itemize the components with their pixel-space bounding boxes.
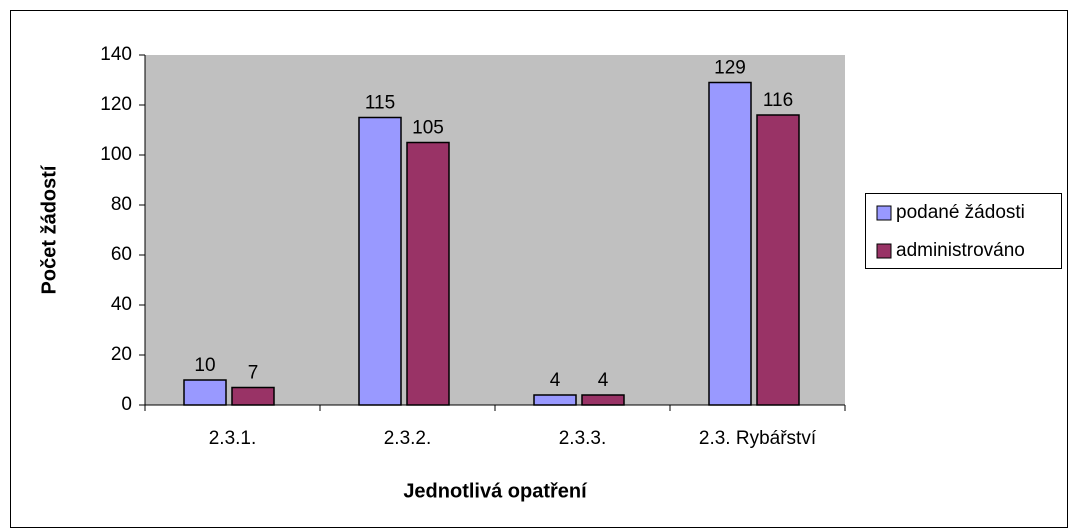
bar: [533, 394, 577, 406]
data-label: 4: [598, 370, 609, 391]
legend-label: administrováno: [896, 240, 1025, 261]
bar: [183, 379, 227, 406]
data-label: 105: [412, 118, 444, 139]
y-tick-label: 60: [111, 244, 132, 265]
y-axis-title: Počet žádostí: [38, 164, 60, 294]
legend-swatch: [876, 205, 892, 221]
y-tick-label: 140: [100, 44, 132, 65]
legend-swatch: [876, 243, 892, 259]
y-tick-label: 40: [111, 294, 132, 315]
x-axis-title: Jednotlivá opatření: [403, 480, 588, 502]
y-tick-label: 120: [100, 94, 132, 115]
data-label: 7: [248, 363, 259, 384]
legend-label: podané žádosti: [896, 202, 1025, 223]
bar: [708, 81, 752, 406]
bar: [581, 394, 625, 406]
bar: [406, 141, 450, 406]
bar: [358, 116, 402, 406]
data-label: 115: [365, 93, 395, 114]
legend-box: [865, 193, 1062, 269]
bar: [231, 386, 275, 406]
y-tick-label: 20: [111, 344, 132, 365]
y-tick-label: 0: [121, 394, 132, 415]
data-label: 116: [763, 90, 793, 111]
y-tick-label: 80: [111, 194, 132, 215]
y-tick-label: 100: [100, 144, 132, 165]
data-label: 4: [550, 370, 561, 391]
x-tick-label: 2.3.1.: [209, 428, 257, 449]
x-tick-label: 2.3.2.: [384, 428, 432, 449]
bar: [756, 114, 800, 406]
x-tick-label: 2.3. Rybářství: [699, 428, 817, 449]
data-label: 129: [714, 58, 746, 79]
data-label: 10: [194, 355, 215, 376]
x-tick-label: 2.3.3.: [559, 428, 607, 449]
